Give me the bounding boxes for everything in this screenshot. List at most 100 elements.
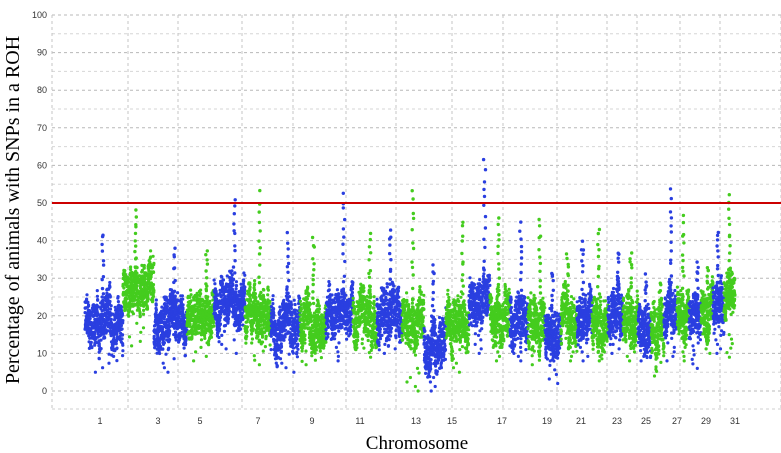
data-point-peak	[233, 259, 237, 263]
data-point-low	[369, 355, 373, 359]
data-point	[298, 299, 302, 303]
data-point-low	[220, 333, 224, 337]
data-point	[154, 303, 158, 307]
data-point-low	[367, 351, 371, 355]
data-point	[152, 261, 156, 265]
data-point	[275, 364, 279, 368]
data-point	[121, 354, 125, 358]
data-point	[249, 293, 253, 297]
data-point	[230, 269, 234, 273]
data-point-low	[330, 336, 334, 340]
chromosome-1-points	[83, 233, 125, 374]
data-point-peak	[388, 251, 392, 256]
data-point	[279, 344, 284, 348]
data-point-low	[304, 363, 308, 367]
data-point-peak	[205, 258, 209, 262]
data-point	[93, 331, 97, 335]
data-point-peak	[286, 291, 290, 295]
data-point-peak	[311, 301, 316, 306]
data-point	[333, 332, 337, 336]
data-point-peak	[257, 220, 262, 225]
data-point	[242, 278, 246, 282]
data-point-low	[205, 341, 209, 345]
chromosome-9-points	[324, 191, 355, 363]
data-point	[243, 285, 247, 289]
data-point-low	[360, 342, 364, 346]
data-point-peak	[100, 286, 105, 291]
data-point	[245, 330, 249, 334]
data-point	[283, 335, 287, 339]
data-point	[341, 287, 346, 291]
data-point	[136, 303, 141, 307]
data-point-peak	[204, 296, 208, 300]
data-point	[182, 346, 186, 350]
data-point	[309, 319, 314, 323]
data-point	[375, 302, 379, 306]
data-point	[161, 347, 165, 351]
data-point	[266, 288, 270, 292]
data-point-low	[235, 329, 239, 333]
data-point	[295, 355, 299, 359]
data-point-low	[360, 337, 364, 341]
data-point	[416, 331, 420, 335]
data-point	[89, 340, 93, 344]
data-point-peak	[172, 290, 176, 294]
data-point	[303, 338, 307, 342]
data-point-peak	[101, 259, 106, 263]
data-point	[122, 286, 126, 290]
data-point-low	[166, 370, 170, 374]
data-point-peak	[387, 237, 392, 241]
data-point-peak	[258, 263, 262, 267]
data-point-peak	[100, 234, 105, 239]
data-point-low	[107, 352, 111, 356]
data-point	[301, 330, 306, 334]
data-point-peak	[134, 215, 138, 219]
chromosome-2-points	[121, 208, 156, 348]
data-point	[256, 334, 260, 339]
data-point	[85, 293, 89, 297]
data-point	[272, 313, 276, 317]
data-point-peak	[173, 246, 177, 250]
data-point	[121, 343, 125, 347]
data-point-peak	[101, 298, 105, 302]
data-point-peak	[285, 230, 289, 235]
data-point	[128, 306, 132, 310]
data-point-peak	[100, 242, 104, 247]
data-point	[299, 307, 303, 311]
data-point	[377, 340, 381, 344]
data-point	[326, 335, 330, 339]
data-point	[183, 353, 187, 358]
data-point-peak	[411, 197, 415, 201]
data-point	[278, 305, 282, 309]
data-point	[296, 347, 300, 351]
data-point	[251, 327, 255, 331]
data-point	[351, 296, 355, 300]
data-point	[221, 278, 225, 282]
data-point-peak	[101, 292, 106, 296]
data-point	[326, 325, 330, 329]
data-point	[151, 299, 155, 303]
data-point-low	[292, 370, 296, 374]
data-point-peak	[342, 274, 347, 278]
data-point	[189, 288, 193, 292]
data-point	[415, 338, 419, 342]
data-point	[330, 293, 334, 297]
data-point	[120, 333, 125, 337]
data-point	[116, 295, 120, 299]
data-point	[157, 339, 161, 343]
data-point	[305, 297, 309, 301]
data-point	[243, 273, 247, 277]
data-point	[238, 327, 243, 331]
data-point-peak	[101, 275, 106, 279]
data-point	[408, 344, 412, 348]
data-point-peak	[205, 262, 210, 266]
data-point	[356, 332, 360, 336]
data-point	[266, 285, 270, 289]
data-point	[250, 341, 254, 345]
data-point-peak	[312, 262, 316, 266]
chromosome-4-points	[185, 249, 216, 363]
data-point-peak	[367, 258, 371, 262]
data-point-peak	[286, 270, 290, 274]
data-point	[109, 304, 113, 308]
data-point	[416, 342, 420, 346]
